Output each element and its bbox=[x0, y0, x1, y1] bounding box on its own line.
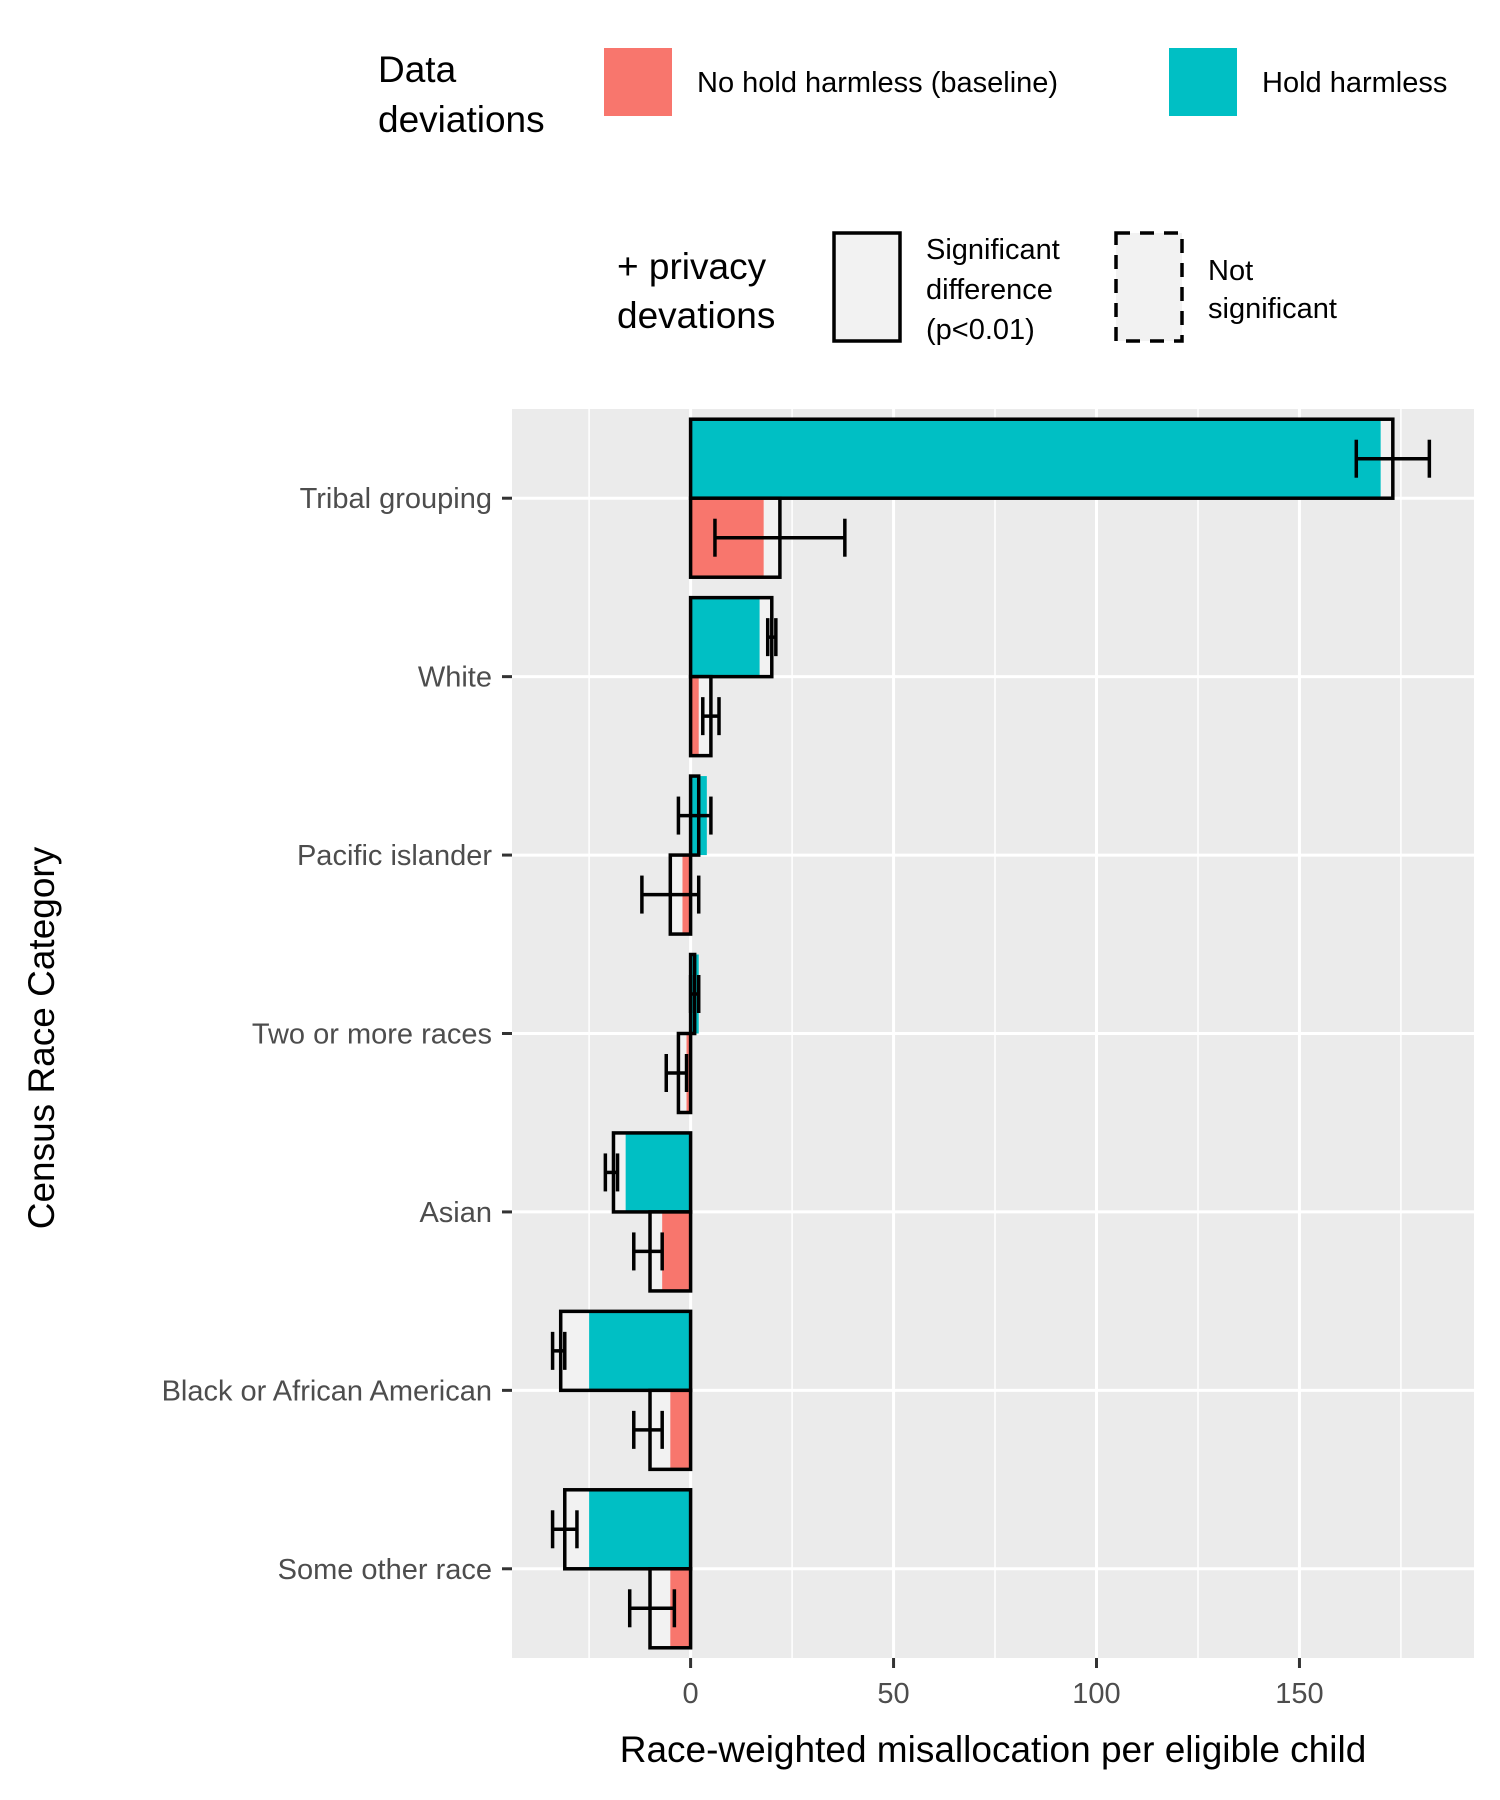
bar-data-no-hold-harmless-baseline bbox=[670, 1568, 691, 1648]
bar-data-hold-harmless bbox=[589, 1489, 691, 1569]
y-axis: Tribal grouping White Pacific islander Two … bbox=[162, 483, 512, 1586]
legend-fill: Data deviations No hold harmless (baseli… bbox=[378, 48, 1447, 140]
bar-data-no-hold-harmless-baseline bbox=[662, 1211, 691, 1291]
legend-label-no-hold-harmless: No hold harmless (baseline) bbox=[697, 67, 1058, 99]
legend-label-significant-line2: difference bbox=[926, 274, 1053, 306]
y-tick-label: Asian bbox=[419, 1197, 492, 1229]
x-tick-label: 150 bbox=[1275, 1678, 1323, 1710]
bars bbox=[558, 417, 1395, 1650]
legend-swatch-hold-harmless bbox=[1169, 48, 1237, 116]
legend-fill-title-line2: deviations bbox=[378, 99, 545, 140]
bar-data-no-hold-harmless-baseline bbox=[686, 1033, 691, 1113]
y-axis-title: Census Race Category bbox=[21, 846, 62, 1229]
legend-swatch-no-hold-harmless bbox=[604, 48, 672, 116]
y-tick-label: Two or more races bbox=[252, 1019, 492, 1051]
y-tick-label: White bbox=[418, 662, 492, 694]
bar-data-no-hold-harmless-baseline bbox=[690, 676, 699, 756]
y-tick-label: Tribal grouping bbox=[300, 483, 492, 515]
y-tick-label: Pacific islander bbox=[297, 840, 492, 872]
legend-key-not-significant bbox=[1114, 231, 1184, 343]
error-bars bbox=[550, 439, 1432, 1628]
legend-linetype: + privacy devations Significant differen… bbox=[617, 231, 1337, 346]
legend-label-hold-harmless: Hold harmless bbox=[1262, 67, 1447, 99]
x-tick-label: 50 bbox=[877, 1678, 909, 1710]
y-tick-label: Black or African American bbox=[162, 1375, 492, 1407]
bar-data-hold-harmless bbox=[690, 597, 760, 677]
legend-fill-title-line1: Data bbox=[378, 49, 457, 90]
bar-data-no-hold-harmless-baseline bbox=[670, 1390, 691, 1470]
legend-label-significant-line3: (p<0.01) bbox=[926, 314, 1035, 346]
legend-line-title-line2: devations bbox=[617, 295, 775, 336]
legend-line-title-line1: + privacy bbox=[617, 246, 767, 287]
legend-key-significant bbox=[832, 231, 902, 343]
x-tick-label: 0 bbox=[683, 1678, 699, 1710]
x-tick-label: 100 bbox=[1072, 1678, 1120, 1710]
bar-data-hold-harmless bbox=[690, 419, 1381, 499]
bar-data-hold-harmless bbox=[625, 1132, 691, 1212]
bar-data-hold-harmless bbox=[589, 1311, 691, 1391]
y-tick-label: Some other race bbox=[278, 1554, 492, 1586]
x-axis-title: Race-weighted misallocation per eligible… bbox=[620, 1729, 1367, 1770]
x-axis: 0 50 100 150 bbox=[683, 1658, 1324, 1710]
legend-label-significant-line1: Significant bbox=[926, 234, 1060, 266]
legend-label-not-significant-line2: significant bbox=[1208, 293, 1337, 325]
legend-label-not-significant-line1: Not bbox=[1208, 255, 1253, 287]
